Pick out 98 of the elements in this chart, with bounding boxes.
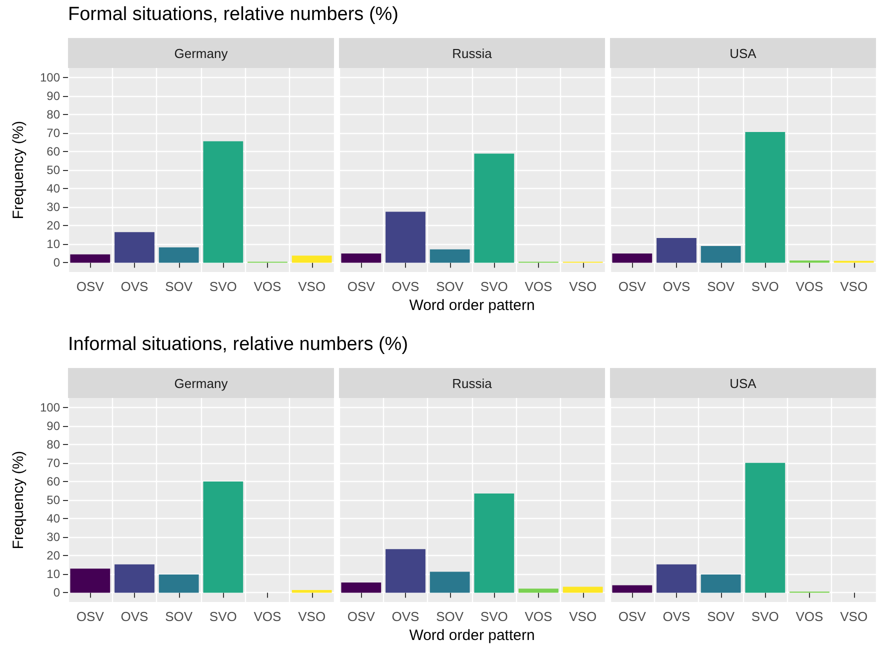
y-tick-label: 10	[46, 567, 60, 582]
x-tick-label: SOV	[707, 609, 735, 624]
y-tick-label: 30	[46, 530, 60, 544]
x-tick-label: VSO	[298, 279, 326, 294]
x-tick-label: VSO	[298, 609, 326, 624]
x-tick-label: OSV	[618, 609, 646, 624]
y-tick-label: 20	[46, 218, 60, 233]
y-axis-title: Frequency (%)	[10, 120, 27, 220]
x-axis-title: Word order pattern	[409, 627, 535, 644]
bar	[386, 549, 426, 593]
y-tick-label: 80	[46, 107, 60, 122]
y-tick-label: 70	[46, 126, 60, 140]
bar	[518, 588, 558, 593]
x-tick-label: SOV	[436, 609, 464, 624]
chart-title: Formal situations, relative numbers (%)	[68, 4, 398, 26]
x-tick-label: SVO	[209, 609, 237, 624]
bar	[114, 232, 154, 263]
y-tick-label: 40	[46, 512, 60, 526]
y-tick-label: 60	[46, 144, 60, 158]
x-tick-label: OVS	[120, 279, 149, 294]
x-tick-label: OVS	[392, 609, 420, 624]
x-tick-label: SVO	[751, 609, 779, 624]
x-tick-label: OSV	[618, 279, 646, 294]
x-tick-label: VOS	[524, 609, 553, 624]
y-tick-label: 0	[53, 586, 60, 600]
bar	[341, 253, 382, 263]
x-tick-label: SOV	[165, 609, 193, 624]
bar	[562, 586, 603, 593]
bar	[386, 212, 426, 263]
chart-subtitle: Russia	[339, 38, 605, 68]
chart-subtitle: USA	[610, 38, 876, 68]
y-tick-label: 80	[46, 437, 60, 452]
x-tick-label: VOS	[524, 279, 553, 294]
bar	[656, 238, 696, 263]
y-tick-label: 70	[46, 456, 60, 470]
x-tick-label: OSV	[76, 609, 104, 624]
x-tick-label: SOV	[165, 279, 193, 294]
x-tick-label: OSV	[347, 279, 376, 294]
x-tick-label: VSO	[569, 609, 597, 624]
x-tick-label: VOS	[796, 609, 824, 624]
chart-subtitle: USA	[610, 368, 876, 398]
bar	[341, 582, 382, 593]
bar	[656, 564, 696, 593]
bar	[70, 254, 110, 263]
bar	[203, 141, 244, 263]
y-tick-label: 100	[40, 400, 60, 414]
y-tick-label: 60	[46, 474, 60, 488]
bar	[474, 494, 514, 593]
y-tick-label: 20	[46, 548, 60, 563]
y-tick-label: 0	[53, 256, 60, 270]
bar	[430, 572, 470, 593]
x-tick-label: VOS	[796, 279, 824, 294]
x-tick-label: VSO	[840, 609, 868, 624]
x-tick-label: SOV	[436, 279, 464, 294]
bar	[70, 568, 110, 593]
x-tick-label: VOS	[254, 609, 282, 624]
x-tick-label: SVO	[480, 609, 508, 624]
x-tick-label: SVO	[751, 279, 779, 294]
bar	[292, 590, 332, 593]
bar	[158, 574, 199, 593]
x-tick-label: OSV	[76, 279, 104, 294]
x-tick-label: OSV	[347, 609, 376, 624]
x-tick-label: OVS	[662, 609, 691, 624]
bar	[430, 249, 470, 263]
bar	[158, 247, 199, 263]
x-tick-label: OVS	[392, 279, 420, 294]
bar	[700, 246, 741, 263]
y-tick-label: 30	[46, 200, 60, 214]
chart-subtitle: Germany	[68, 38, 334, 68]
y-tick-label: 90	[46, 418, 60, 433]
bar	[745, 132, 786, 263]
x-tick-label: VOS	[254, 279, 282, 294]
x-tick-label: SOV	[707, 279, 735, 294]
chart-subtitle: Germany	[68, 368, 334, 398]
x-tick-label: SVO	[480, 279, 508, 294]
bar	[745, 462, 786, 593]
y-tick-label: 50	[46, 163, 60, 177]
bar	[114, 564, 154, 593]
x-axis-title: Word order pattern	[409, 297, 535, 314]
x-tick-label: OVS	[662, 279, 691, 294]
bar	[700, 574, 741, 593]
chart-subtitle: Russia	[339, 368, 605, 398]
x-tick-label: VSO	[840, 279, 868, 294]
y-tick-label: 10	[46, 237, 60, 252]
x-tick-label: OVS	[120, 609, 149, 624]
bar	[612, 253, 652, 263]
bar	[203, 481, 244, 593]
bar	[292, 256, 332, 263]
y-tick-label: 50	[46, 493, 60, 507]
y-tick-label: 100	[40, 70, 60, 84]
bar	[612, 585, 652, 593]
y-tick-label: 90	[46, 88, 60, 103]
chart-title: Informal situations, relative numbers (%)	[68, 334, 408, 356]
x-tick-label: VSO	[569, 279, 597, 294]
y-tick-label: 40	[46, 182, 60, 196]
bar	[474, 154, 514, 263]
y-axis-title: Frequency (%)	[10, 450, 27, 550]
x-tick-label: SVO	[209, 279, 237, 294]
